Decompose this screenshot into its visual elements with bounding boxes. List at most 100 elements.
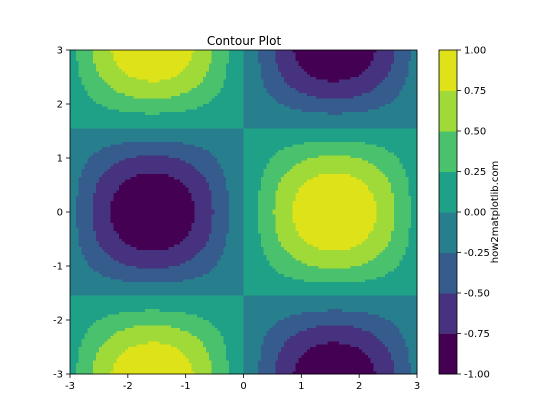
contour-cell [390, 133, 395, 137]
contour-cell [101, 131, 106, 135]
contour-cell [373, 133, 378, 137]
contour-cell [162, 63, 167, 67]
contour-cell [240, 109, 245, 113]
contour-cell [165, 117, 169, 121]
contour-cell [81, 133, 86, 137]
contour-cell [122, 122, 126, 127]
contour-cell [249, 152, 253, 156]
contour-cell [110, 120, 114, 124]
contour-cell [223, 82, 227, 86]
contour-cell [373, 60, 378, 65]
contour-cell [153, 122, 158, 127]
contour-cell [382, 82, 386, 86]
contour-cell [78, 133, 83, 137]
contour-cell [139, 58, 143, 62]
contour-cell [139, 160, 143, 164]
contour-cell [127, 77, 132, 81]
contour-cell [333, 50, 337, 54]
contour-cell [148, 120, 152, 124]
contour-cell [107, 55, 112, 59]
contour-cell [136, 158, 140, 162]
contour-cell [70, 71, 74, 75]
contour-cell [278, 128, 282, 132]
contour-cell [402, 95, 407, 100]
contour-cell [142, 120, 146, 124]
contour-cell [278, 155, 282, 159]
contour-cell [205, 77, 210, 81]
contour-cell [162, 79, 167, 83]
contour-cell [229, 104, 233, 108]
contour-cell [188, 139, 193, 143]
contour-cell [104, 95, 109, 100]
contour-cell [217, 93, 221, 97]
contour-cell [272, 98, 276, 102]
contour-cell [246, 68, 250, 73]
contour-cell [90, 125, 94, 129]
contour-cell [292, 139, 297, 143]
contour-cell [185, 82, 190, 86]
contour-cell [110, 63, 114, 67]
contour-cell [153, 52, 158, 56]
contour-cell [252, 63, 256, 67]
contour-cell [81, 93, 86, 97]
contour-cell [145, 68, 149, 73]
contour-cell [411, 77, 415, 81]
contour-cell [408, 125, 412, 129]
contour-cell [156, 141, 161, 146]
contour-cell [341, 128, 346, 132]
contour-cell [310, 95, 314, 100]
contour-cell [243, 85, 247, 89]
contour-cell [408, 82, 412, 86]
contour-cell [96, 68, 100, 73]
contour-cell [214, 114, 219, 119]
contour-cell [341, 139, 346, 143]
contour-cell [150, 50, 155, 54]
contour-cell [96, 155, 100, 159]
contour-cell [75, 50, 80, 54]
contour-cell [382, 95, 386, 100]
contour-cell [333, 68, 337, 73]
contour-cell [185, 95, 190, 100]
contour-cell [321, 71, 326, 75]
contour-cell [318, 82, 323, 86]
contour-cell [336, 120, 340, 124]
contour-cell [327, 109, 331, 113]
contour-cell [266, 155, 271, 159]
contour-cell [203, 160, 207, 164]
contour-cell [93, 55, 97, 59]
contour-cell [171, 60, 175, 65]
contour-cell [127, 136, 132, 140]
contour-cell [96, 85, 100, 89]
contour-cell [98, 133, 103, 137]
contour-cell [266, 109, 271, 113]
contour-cell [385, 139, 389, 143]
contour-cell [122, 90, 126, 94]
contour-cell [81, 155, 86, 159]
contour-cell [414, 71, 418, 75]
contour-cell [136, 128, 140, 132]
contour-cell [411, 101, 415, 105]
contour-cell [359, 90, 363, 94]
contour-cell [93, 95, 97, 100]
contour-cell [295, 112, 300, 116]
contour-cell [104, 66, 109, 70]
contour-cell [229, 122, 233, 127]
contour-cell [286, 79, 291, 83]
contour-cell [87, 101, 91, 105]
contour-cell [116, 66, 120, 70]
contour-cell [133, 66, 138, 70]
contour-cell [179, 85, 184, 89]
contour-cell [122, 93, 126, 97]
contour-cell [359, 98, 363, 102]
contour-cell [362, 125, 366, 129]
contour-cell [321, 152, 326, 156]
contour-cell [315, 50, 320, 54]
contour-cell [234, 136, 239, 140]
contour-cell [194, 55, 198, 59]
contour-cell [211, 55, 216, 59]
contour-cell [107, 101, 112, 105]
contour-cell [388, 112, 392, 116]
contour-cell [185, 104, 190, 108]
contour-cell [150, 52, 155, 56]
contour-cell [388, 104, 392, 108]
